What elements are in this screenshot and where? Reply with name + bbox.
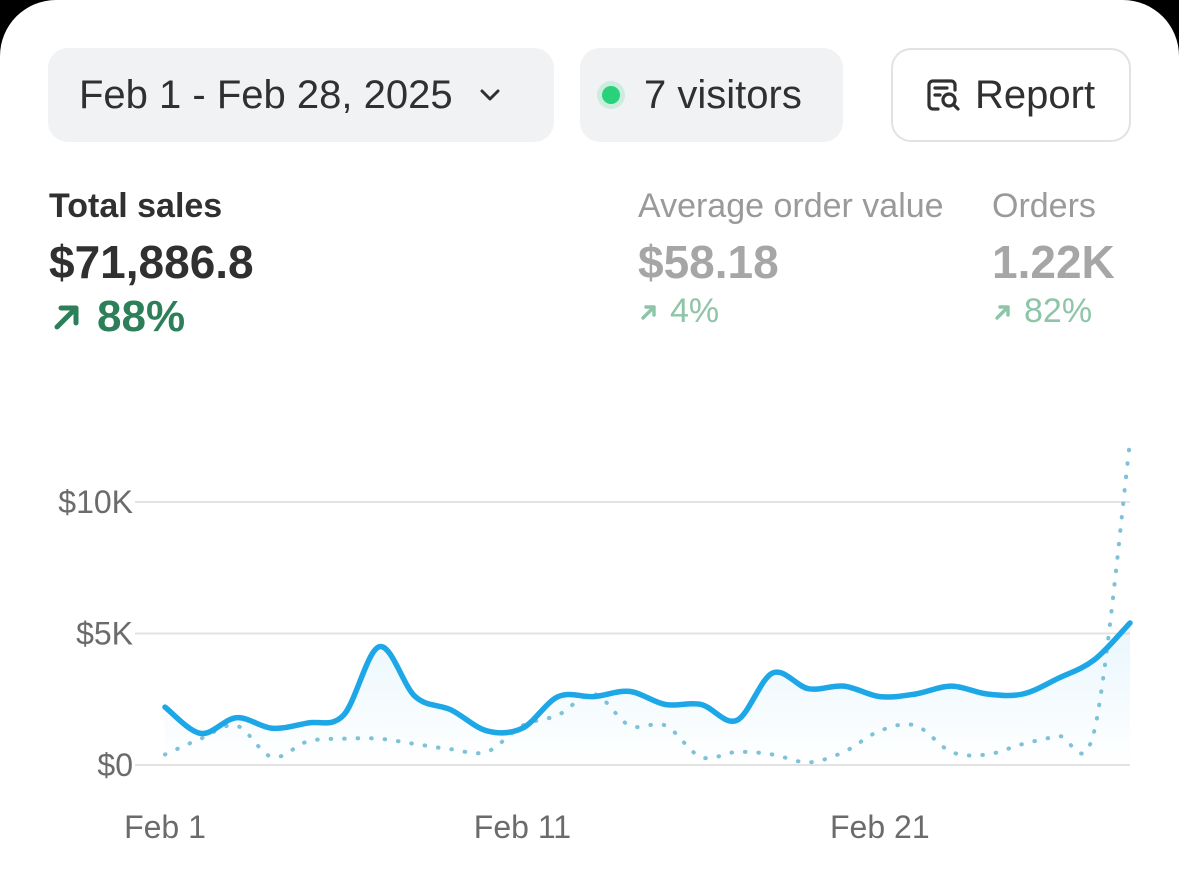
date-range-picker[interactable]: Feb 1 - Feb 28, 2025 (48, 48, 554, 142)
metric-average-order-value[interactable]: Average order value $58.18 4% (638, 186, 948, 331)
metric-total-sales[interactable]: Total sales $71,886.8 88% (49, 186, 254, 342)
metric-change-value: 88% (97, 292, 186, 341)
report-label: Report (975, 72, 1096, 117)
current-series-line (162, 620, 1133, 737)
y-tick-label: $5K (76, 616, 133, 652)
visitors-label: 7 visitors (644, 72, 802, 117)
arrow-up-right-icon (995, 304, 1010, 320)
comparison-series-line (163, 439, 1132, 765)
date-range-label: Feb 1 - Feb 28, 2025 (79, 72, 453, 117)
y-tick-label: $10K (58, 484, 133, 520)
metric-change: 88% (49, 292, 254, 342)
report-search-icon (927, 79, 960, 111)
live-dot-icon (602, 86, 620, 104)
arrow-up-right-icon (641, 304, 656, 320)
x-tick-label: Feb 21 (830, 809, 930, 845)
y-tick-label: $0 (97, 747, 133, 783)
metric-value: 1.22K (992, 236, 1115, 288)
visitors-indicator[interactable]: 7 visitors (580, 48, 843, 142)
metric-label: Total sales (49, 187, 223, 225)
metric-change-value: 82% (1024, 292, 1093, 330)
x-tick-label: Feb 1 (124, 809, 206, 845)
metric-change: 4% (638, 292, 948, 331)
x-tick-label: Feb 11 (474, 809, 571, 845)
current-series-area (165, 623, 1130, 765)
metric-label: Average order value (638, 187, 944, 225)
metric-orders[interactable]: Orders 1.22K 82% (992, 186, 1115, 331)
sales-line-chart: $0 $5K $10K Feb 1 Feb 11 Feb 21 (58, 439, 1133, 845)
metric-label: Orders (992, 187, 1096, 225)
metric-value: $71,886.8 (49, 236, 254, 288)
metric-change: 82% (992, 292, 1115, 331)
metric-value: $58.18 (638, 236, 779, 288)
metric-change-value: 4% (670, 292, 720, 330)
report-button[interactable]: Report (891, 48, 1131, 142)
arrow-up-right-icon (54, 305, 79, 330)
chevron-down-icon (480, 89, 500, 101)
